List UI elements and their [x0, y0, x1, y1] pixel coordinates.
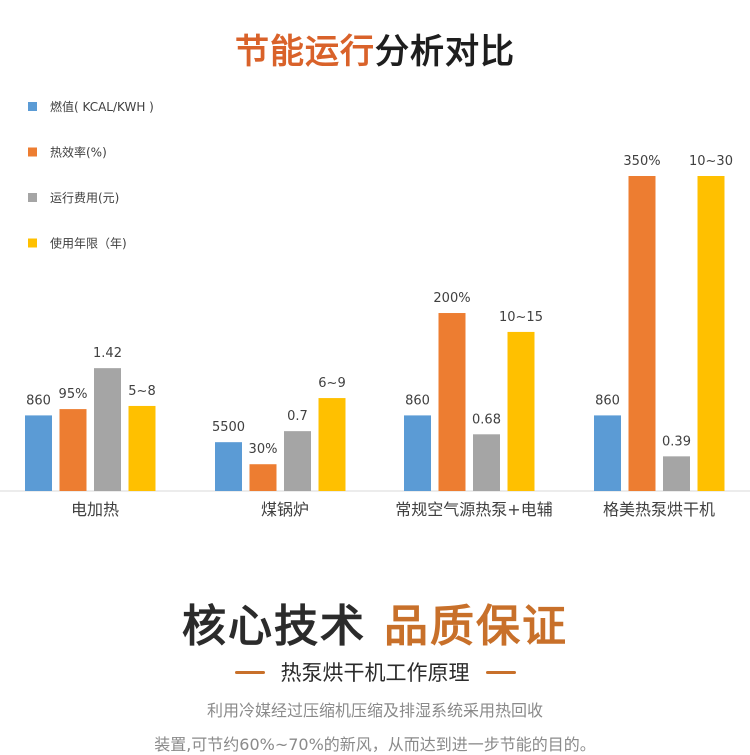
chart-title-accent: 节能运行 [235, 32, 375, 72]
category-label: 格美热泵烘干机 [603, 500, 715, 519]
bar-value-label: 5~8 [128, 384, 155, 399]
bar [59, 409, 87, 491]
bar-value-label: 30% [249, 442, 278, 457]
bar-value-label: 860 [26, 393, 51, 408]
legend-label: 运行费用(元) [50, 191, 119, 205]
category-label: 常规空气源热泵+电辅 [395, 500, 552, 519]
description-line-1: 利用冷媒经过压缩机压缩及排湿系统采用热回收 [206, 701, 543, 720]
section-title-dark: 核心技术 [182, 601, 366, 652]
bar-value-label: 10~30 [689, 154, 733, 169]
chart-title: 节能运行分析对比 [0, 24, 750, 73]
legend-label: 热效率(%) [50, 145, 107, 160]
bar [215, 442, 242, 491]
category-label: 电加热 [71, 500, 119, 519]
bar [25, 415, 52, 491]
subtitle-right-line [485, 670, 516, 674]
subtitle-left-line [234, 670, 265, 674]
bar-value-label: 0.7 [287, 409, 308, 424]
bar-value-label: 350% [623, 154, 660, 169]
bar-value-label: 860 [405, 393, 430, 408]
legend-label: 使用年限（年) [50, 236, 127, 251]
bar-value-label: 200% [433, 291, 470, 306]
bar-value-label: 1.42 [93, 346, 122, 361]
bar [697, 176, 725, 491]
bar-chart: 燃值( KCAL/KWH ) 热效率(%) 运行费用(元) 使用年限（年) 860 550… [0, 99, 750, 519]
description-line-2: 装置,可节约60%~70%的新风，从而达到进一步节能的目的。 [154, 735, 596, 754]
legend-swatch [28, 147, 37, 157]
legend-swatch [28, 238, 37, 248]
section-title-brand: 品质保证 [384, 601, 568, 652]
bar [628, 176, 656, 491]
bar-value-label: 6~9 [318, 376, 345, 391]
bar [594, 415, 621, 491]
bar [94, 368, 121, 491]
legend-label: 燃值( KCAL/KWH ) [50, 99, 154, 114]
bar [318, 398, 346, 491]
bar [128, 405, 156, 491]
bar-value-label: 5500 [212, 420, 245, 435]
bar-value-label: 0.39 [662, 434, 691, 449]
bar-value-label: 0.68 [472, 412, 501, 427]
bar [473, 434, 500, 491]
bar-value-label: 860 [595, 393, 620, 408]
bar [284, 431, 311, 491]
section-subtitle: 热泵烘干机工作原理 [280, 661, 470, 685]
category-label: 煤锅炉 [261, 500, 309, 519]
legend-swatch [28, 193, 37, 202]
bar [404, 415, 431, 491]
bar [249, 464, 277, 491]
chart-title-rest: 分析对比 [375, 32, 515, 72]
bar [663, 456, 690, 491]
bar-value-label: 10~15 [499, 310, 543, 325]
legend-swatch [28, 102, 37, 111]
bar-value-label: 95% [59, 387, 88, 402]
section-subtitle-row: 热泵烘干机工作原理 [0, 657, 750, 687]
bar [438, 313, 466, 491]
bar [507, 331, 535, 491]
section-title: 核心技术 品质保证 [0, 590, 750, 654]
